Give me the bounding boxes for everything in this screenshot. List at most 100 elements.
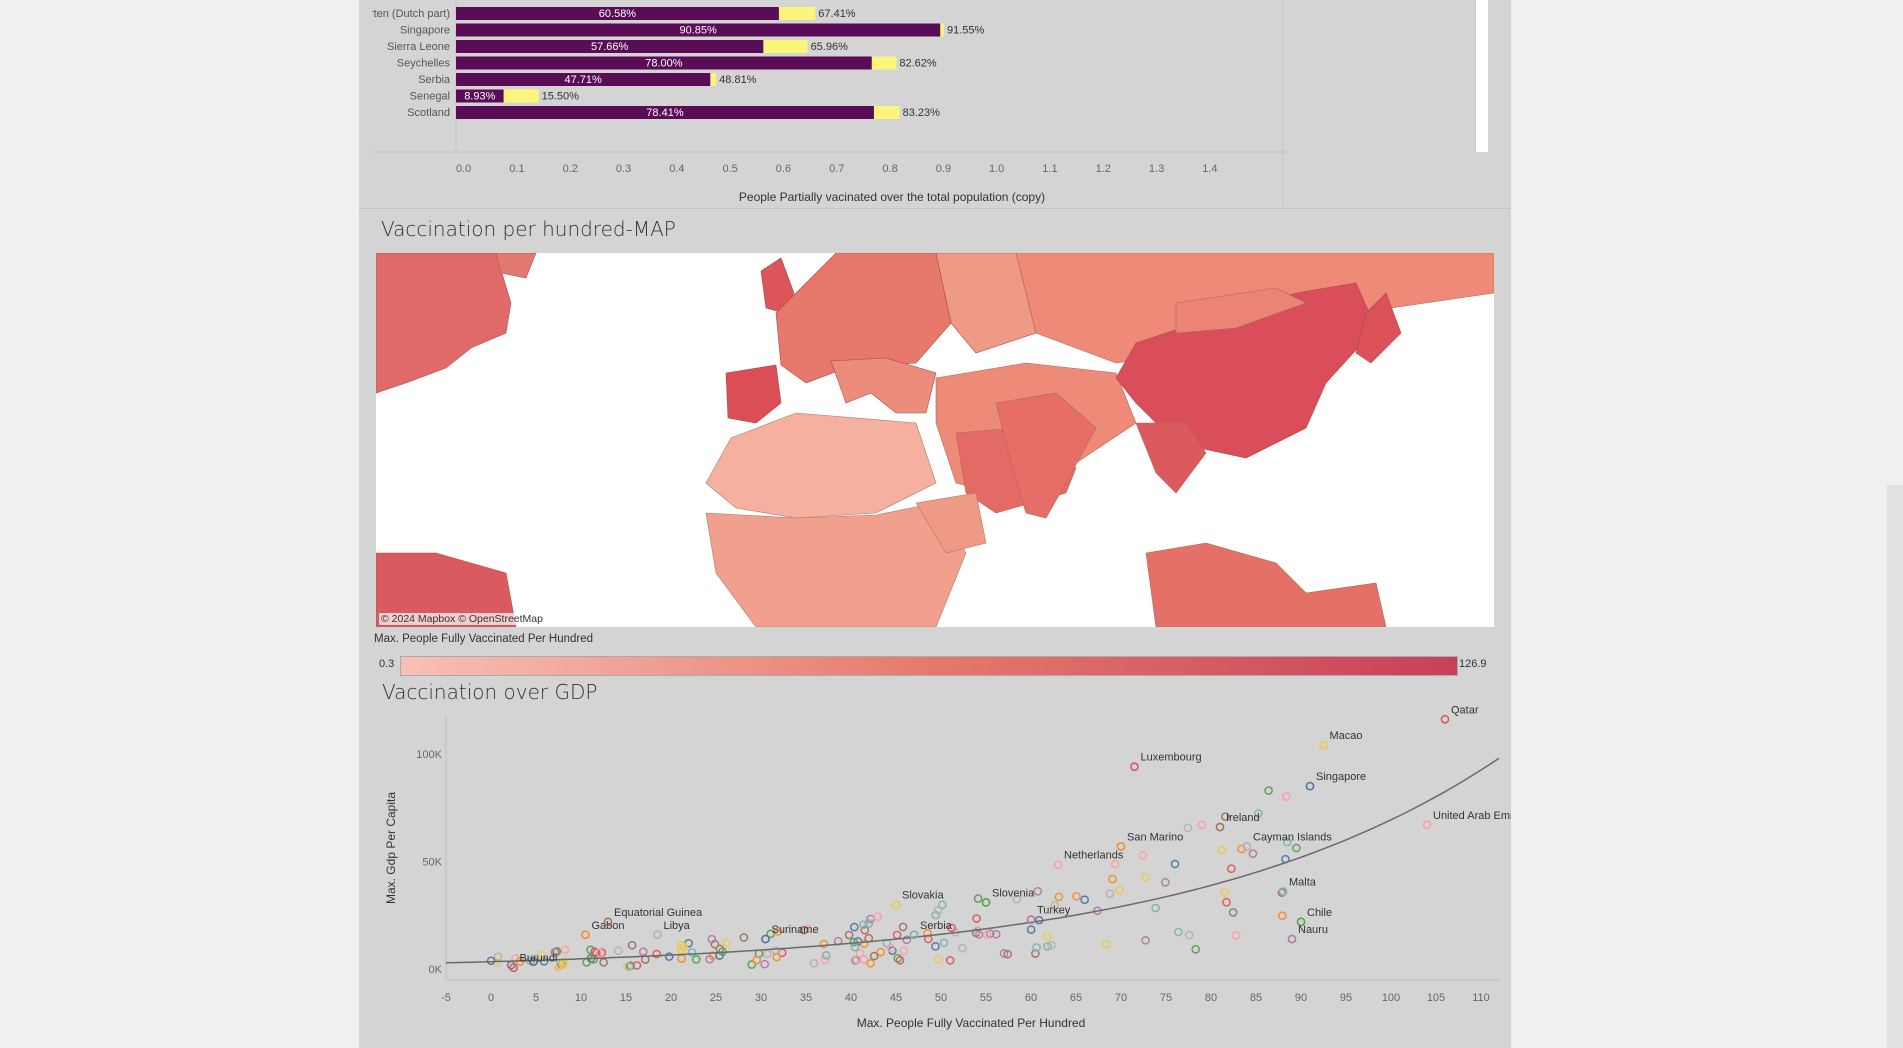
scatter-point[interactable] — [762, 949, 772, 959]
scatter-point[interactable] — [722, 938, 731, 948]
scatter-point[interactable] — [486, 956, 496, 966]
scatter-point[interactable] — [945, 956, 955, 965]
scatter-point[interactable] — [1184, 930, 1194, 940]
scatter-point[interactable] — [886, 943, 896, 953]
scatter-point-labeled[interactable] — [1305, 781, 1315, 791]
scatter-point[interactable] — [1043, 942, 1052, 951]
scatter-point[interactable] — [1080, 895, 1089, 905]
scatter-point[interactable] — [893, 953, 903, 963]
scatter-point[interactable] — [1264, 786, 1273, 795]
scatter-point[interactable] — [1174, 927, 1183, 937]
scatter-point[interactable] — [691, 955, 701, 964]
bar-partial[interactable] — [456, 7, 779, 20]
scatter-point[interactable] — [1197, 820, 1207, 830]
scatter-point[interactable] — [1003, 949, 1012, 959]
scatter-point[interactable] — [687, 948, 697, 957]
scatter-point[interactable] — [864, 919, 874, 928]
window-scrollbar[interactable] — [1887, 485, 1903, 1048]
scatter-point[interactable] — [773, 927, 783, 936]
scatter-point[interactable] — [852, 955, 861, 965]
scatter-point[interactable] — [560, 945, 570, 955]
scatter-point[interactable] — [859, 920, 868, 929]
bar-partial[interactable] — [456, 23, 941, 37]
scatter-point-labeled[interactable] — [1440, 714, 1450, 724]
scatter-point[interactable] — [1050, 901, 1060, 910]
scatter-point-labeled[interactable] — [581, 930, 590, 940]
scatter-point[interactable] — [676, 940, 686, 950]
bar-partial[interactable] — [456, 40, 764, 53]
scatter-point[interactable] — [1032, 943, 1041, 952]
scatter-point-labeled[interactable] — [653, 930, 662, 940]
scatter-point[interactable] — [684, 938, 693, 948]
scatter-point[interactable] — [1222, 897, 1231, 907]
scatter-point[interactable] — [747, 960, 757, 969]
scatter-point[interactable] — [677, 954, 686, 963]
scatter-point[interactable] — [1220, 888, 1229, 897]
scatter-point[interactable] — [1254, 809, 1263, 818]
scatter-point[interactable] — [1161, 878, 1170, 887]
scatter-point[interactable] — [1228, 908, 1238, 917]
scatter-point[interactable] — [820, 955, 830, 965]
scatter-point[interactable] — [707, 934, 717, 944]
scatter-point[interactable] — [1151, 903, 1160, 913]
scatter-point[interactable] — [652, 949, 661, 959]
scatter-point[interactable] — [934, 954, 943, 964]
scatter-point[interactable] — [493, 952, 503, 962]
scatter-point[interactable] — [752, 955, 762, 965]
scatter-point[interactable] — [1277, 888, 1287, 897]
scatter-point[interactable] — [1278, 911, 1287, 920]
scatter-point[interactable] — [1248, 849, 1258, 858]
scatter-point[interactable] — [809, 958, 819, 968]
scatter-point[interactable] — [1140, 873, 1150, 882]
scatter-point[interactable] — [550, 947, 560, 957]
scatter-point[interactable] — [1141, 936, 1150, 945]
scatter-point[interactable] — [819, 939, 829, 949]
scatter-point-labeled[interactable] — [1053, 860, 1063, 870]
scatter-point[interactable] — [972, 914, 981, 923]
scatter-point[interactable] — [1170, 859, 1180, 869]
scatter-point[interactable] — [898, 922, 908, 932]
bar-scrollbar-track[interactable] — [1475, 0, 1488, 152]
scatter-point[interactable] — [766, 929, 775, 939]
scatter-point[interactable] — [1183, 823, 1193, 833]
scatter-point-labeled[interactable] — [1026, 915, 1036, 925]
scatter-point[interactable] — [859, 939, 869, 949]
scatter-point[interactable] — [772, 952, 781, 962]
bar-partial[interactable] — [456, 73, 711, 86]
scatter-point-labeled[interactable] — [909, 930, 919, 940]
scatter-point[interactable] — [866, 958, 875, 968]
scatter-point[interactable] — [873, 912, 882, 921]
scatter-point[interactable] — [973, 894, 983, 903]
scatter-point[interactable] — [599, 958, 608, 967]
scatter-point[interactable] — [1221, 812, 1230, 821]
scatter-point[interactable] — [859, 955, 869, 964]
scatter-point[interactable] — [1012, 894, 1022, 904]
scatter-point-labeled[interactable] — [1130, 762, 1139, 772]
scatter-point[interactable] — [739, 933, 749, 942]
scatter-point-labeled[interactable] — [981, 898, 991, 907]
scatter-point-labeled[interactable] — [603, 917, 613, 927]
scatter-point[interactable] — [589, 955, 598, 964]
scatter-point[interactable] — [999, 949, 1009, 958]
scatter-point-labeled[interactable] — [1422, 820, 1432, 830]
scatter-point[interactable] — [869, 951, 879, 961]
scatter-point[interactable] — [803, 924, 812, 934]
scatter-point[interactable] — [627, 940, 637, 950]
scatter-point[interactable] — [1232, 931, 1241, 940]
bar-partial[interactable] — [456, 106, 874, 119]
scatter-point[interactable] — [1105, 889, 1115, 899]
scatter-point[interactable] — [892, 930, 902, 940]
scatter-point[interactable] — [1072, 892, 1081, 901]
scatter-point[interactable] — [850, 942, 860, 952]
scatter-point[interactable] — [844, 930, 854, 940]
scatter-point[interactable] — [923, 928, 932, 938]
scatter-point[interactable] — [1227, 864, 1236, 874]
scatter-point[interactable] — [1047, 940, 1056, 950]
scatter-point[interactable] — [1191, 945, 1200, 954]
scatter-point[interactable] — [536, 950, 546, 960]
scatter-point[interactable] — [947, 923, 957, 933]
scatter-point[interactable] — [1043, 932, 1052, 941]
scatter-point[interactable] — [938, 900, 947, 910]
scatter-point[interactable] — [1110, 859, 1120, 869]
scatter-point[interactable] — [958, 943, 967, 953]
